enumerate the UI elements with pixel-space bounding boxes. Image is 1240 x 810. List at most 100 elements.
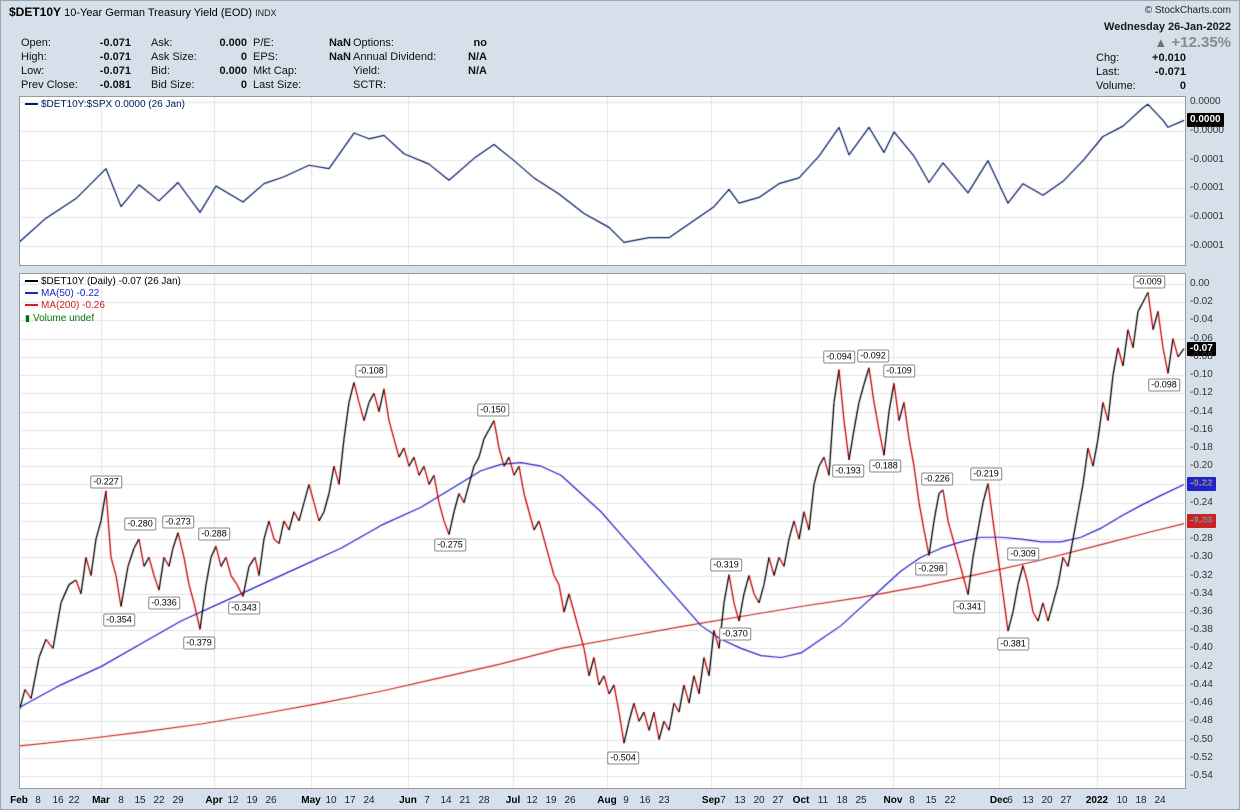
main-y-axis-label: -0.24 xyxy=(1190,496,1213,508)
price-annotation: -0.226 xyxy=(921,472,953,486)
x-axis-label: 25 xyxy=(855,795,867,806)
ratio-y-axis-label: -0.0001 xyxy=(1190,153,1224,165)
price-annotation: -0.381 xyxy=(997,637,1029,651)
quote-label: Ask Size: xyxy=(151,51,197,63)
ma50-legend-label: MA(50) -0.22 xyxy=(41,288,100,299)
x-axis-label: 22 xyxy=(944,795,956,806)
quote-label: Bid: xyxy=(151,65,170,77)
quote-column-misc: Options: no Annual Dividend: N/A Yield: N/A… xyxy=(353,36,487,92)
x-axis-label: 9 xyxy=(623,795,629,806)
x-axis-label: Feb xyxy=(10,795,28,806)
x-axis-label: Nov xyxy=(883,795,903,806)
ratio-legend-label: $DET10Y:$SPX 0.0000 (26 Jan) xyxy=(41,99,185,110)
ratio-y-axis-label: 0.0000 xyxy=(1190,96,1221,107)
price-annotation: -0.370 xyxy=(719,627,751,641)
price-annotation: -0.336 xyxy=(148,596,180,610)
price-annotation: -0.288 xyxy=(198,527,230,541)
quote-column-change: Chg: +0.010 Last: -0.071 Volume: 0 xyxy=(1096,51,1186,93)
quote-label: Mkt Cap: xyxy=(253,65,298,77)
ratio-chart-panel: $DET10Y:$SPX 0.0000 (26 Jan) xyxy=(19,96,1186,266)
x-axis-label: 12 xyxy=(227,795,239,806)
price-annotation: -0.341 xyxy=(953,600,985,614)
quote-value: -0.071 xyxy=(99,37,131,49)
price-annotation: -0.354 xyxy=(103,613,135,627)
x-axis-label: 13 xyxy=(1022,795,1034,806)
main-y-axis-label: -0.30 xyxy=(1190,551,1213,563)
up-arrow-icon: ▲ xyxy=(1154,35,1168,50)
price-annotation: -0.298 xyxy=(915,562,947,576)
x-axis-label: 27 xyxy=(772,795,784,806)
main-y-axis-label: -0.26 xyxy=(1190,514,1213,526)
x-axis-label: Jun xyxy=(399,795,417,806)
main-y-axis-label: -0.10 xyxy=(1190,369,1213,381)
ratio-chart-canvas xyxy=(20,97,1185,265)
quote-value: -0.071 xyxy=(99,51,131,63)
x-axis-label: 27 xyxy=(1060,795,1072,806)
main-y-axis-label: -0.18 xyxy=(1190,441,1213,453)
price-annotation: -0.108 xyxy=(355,364,387,378)
x-axis-label: 22 xyxy=(153,795,165,806)
x-axis-label: Dec xyxy=(989,795,1009,806)
main-y-axis-label: -0.04 xyxy=(1190,314,1213,326)
ma200-line-swatch-icon xyxy=(25,304,38,307)
quote-value: 0 xyxy=(240,51,247,63)
quote-date: Wednesday 26-Jan-2022 xyxy=(1104,21,1231,33)
x-axis-label: May xyxy=(301,795,321,806)
main-y-axis-label: -0.40 xyxy=(1190,642,1213,654)
price-annotation: -0.109 xyxy=(883,364,915,378)
main-y-axis-label: -0.12 xyxy=(1190,387,1213,399)
price-annotation: -0.188 xyxy=(869,459,901,473)
quote-label: Annual Dividend: xyxy=(353,51,437,63)
quote-value: 0.000 xyxy=(219,37,247,49)
x-axis-label: 17 xyxy=(344,795,356,806)
quote-label: Last Size: xyxy=(253,79,302,91)
change-percent: ▲ +12.35% xyxy=(1154,34,1231,51)
quote-label: Open: xyxy=(21,37,51,49)
main-y-axis-label: -0.08 xyxy=(1190,350,1213,362)
price-last-value-badge: -0.07 xyxy=(1187,342,1216,356)
quote-label: Bid Size: xyxy=(151,79,195,91)
x-axis-label: 10 xyxy=(1116,795,1128,806)
price-chart-canvas xyxy=(20,274,1185,788)
price-annotation: -0.193 xyxy=(832,464,864,478)
main-y-axis-label: -0.54 xyxy=(1190,769,1213,781)
volume-bars-icon: ▮ xyxy=(25,313,30,323)
quote-label: Ask: xyxy=(151,37,173,49)
ma200-value-badge: -0.26 xyxy=(1187,514,1216,528)
quote-label: EPS: xyxy=(253,51,279,63)
price-annotation: -0.275 xyxy=(434,538,466,552)
x-axis-label: 20 xyxy=(753,795,765,806)
quote-value: -0.071 xyxy=(99,65,131,77)
price-annotation: -0.094 xyxy=(823,350,855,364)
quote-value: NaN xyxy=(328,37,351,49)
x-axis-label: 7 xyxy=(720,795,726,806)
x-axis-label: 19 xyxy=(545,795,557,806)
x-axis-label: 15 xyxy=(925,795,937,806)
price-annotation: -0.219 xyxy=(970,467,1002,481)
ma50-value-badge: -0.22 xyxy=(1187,477,1216,491)
x-axis-label: 16 xyxy=(639,795,651,806)
price-annotation: -0.343 xyxy=(228,601,260,615)
x-axis-label: 20 xyxy=(1041,795,1053,806)
price-chart-panel: $DET10Y (Daily) -0.07 (26 Jan) MA(50) -0… xyxy=(19,273,1186,789)
x-axis-label: 29 xyxy=(172,795,184,806)
price-line-swatch-icon xyxy=(25,280,38,283)
copyright: © StockCharts.com xyxy=(1144,5,1231,16)
change-percent-value: +12.35% xyxy=(1171,34,1231,51)
volume-legend-label: Volume undef xyxy=(32,313,95,324)
x-axis-label: Mar xyxy=(92,795,110,806)
x-axis-label: 18 xyxy=(1135,795,1147,806)
ratio-line-swatch-icon xyxy=(25,103,38,106)
ratio-y-axis-label: -0.0001 xyxy=(1190,239,1224,251)
main-y-axis-label: -0.16 xyxy=(1190,423,1213,435)
x-axis-label: 26 xyxy=(265,795,277,806)
quote-label: Volume: xyxy=(1096,80,1136,92)
main-y-axis-label: -0.34 xyxy=(1190,587,1213,599)
main-y-axis-label: -0.06 xyxy=(1190,332,1213,344)
x-axis-label: Sep xyxy=(701,795,721,806)
main-y-axis-label: -0.32 xyxy=(1190,569,1213,581)
price-annotation: -0.098 xyxy=(1148,378,1180,392)
ratio-y-axis-label: -0.0001 xyxy=(1190,211,1224,222)
symbol-description: 10-Year German Treasury Yield (EOD) xyxy=(64,7,252,19)
